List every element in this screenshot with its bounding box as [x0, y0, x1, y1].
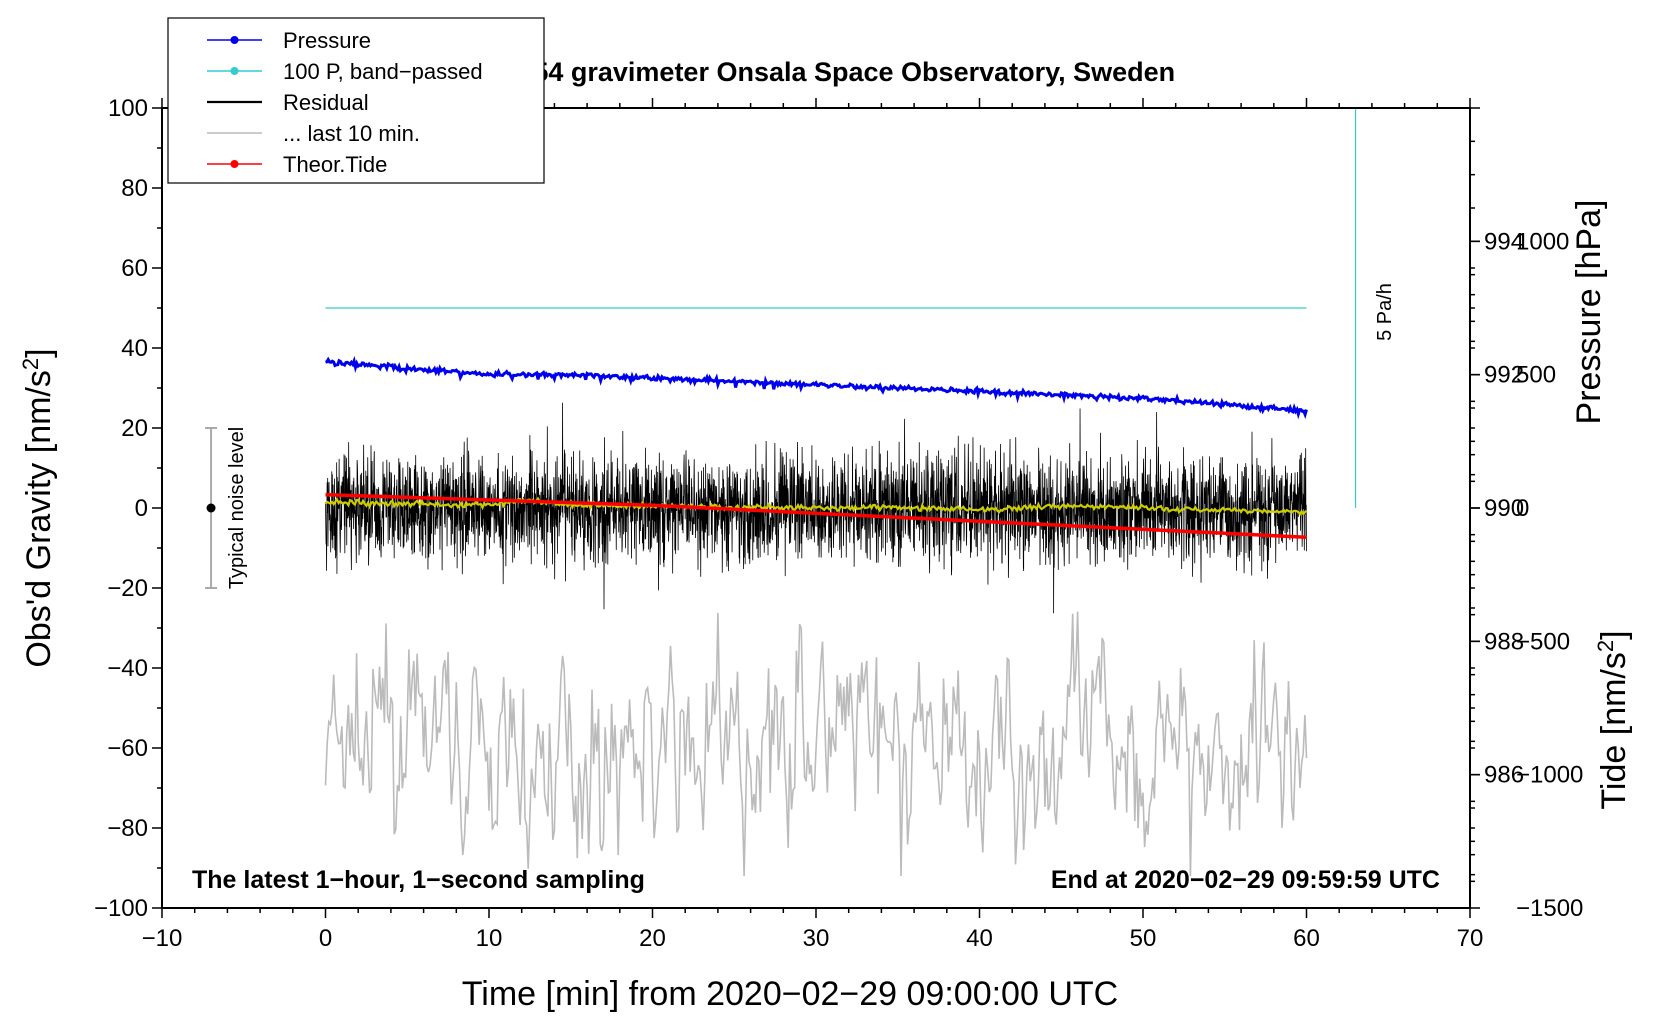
tide-tick-label: 500 [1516, 362, 1556, 389]
y-axis-label-left-sup: 2 [18, 358, 43, 370]
y-tick-label-left: 40 [121, 335, 148, 362]
y-axis-label-pressure: Pressure [hPa] [1570, 200, 1608, 425]
legend-box [167, 17, 545, 184]
x-tick-label: 40 [966, 925, 993, 952]
y-tick-label-left: 80 [121, 175, 148, 202]
series-layer [205, 108, 1357, 877]
note-sampling: The latest 1−hour, 1−second sampling [192, 866, 645, 894]
axes-layer: −10 0 10 20 30 40 50 60 70−100−80−60−40−20020406… [94, 95, 1583, 952]
tide-tick-label: 1000 [1516, 228, 1569, 255]
legend-marker [230, 67, 239, 75]
x-tick-label: 0 [319, 925, 332, 952]
x-tick-label: 50 [1130, 925, 1157, 952]
series-residual [325, 402, 1307, 614]
tide-tick-label: −1000 [1516, 762, 1583, 789]
x-tick-label: 60 [1293, 925, 1320, 952]
tide-tick-label: −500 [1516, 628, 1570, 655]
note-end-time: End at 2020−02−29 09:59:59 UTC [1051, 866, 1440, 894]
pressure-tick-label: 994 [1484, 228, 1524, 255]
x-tick-label: 70 [1457, 925, 1484, 952]
series-pressure [325, 355, 1308, 420]
legend-marker [230, 36, 239, 44]
noise-bar-center-dot [206, 503, 216, 513]
noise-level-label: Typical noise level [226, 427, 248, 589]
y-axis-label-tide-end: ] [1595, 630, 1633, 639]
legend-label: ... last 10 min. [283, 121, 420, 146]
pressure-tick-label: 986 [1484, 762, 1524, 789]
pressure-tick-label: 990 [1484, 495, 1524, 522]
series-theor-tide [325, 492, 1307, 540]
y-axis-label-left: Obs'd Gravity [nm/s2] [18, 348, 59, 667]
x-tick-label: 10 [476, 925, 503, 952]
y-tick-label-left: 100 [108, 95, 148, 122]
legend-label: 100 P, band−passed [283, 59, 483, 84]
pressure-tick-label: 992 [1484, 362, 1524, 389]
legend-label: Residual [283, 90, 369, 115]
x-tick-label: 20 [639, 925, 666, 952]
legend-marker [230, 160, 239, 168]
x-tick-label: 30 [803, 925, 830, 952]
legend-label: Theor.Tide [283, 152, 387, 177]
tide-tick-label: −1500 [1516, 895, 1583, 922]
pressure-tick-label: 988 [1484, 628, 1524, 655]
y-tick-label-left: −80 [107, 815, 148, 842]
y-axis-label-left-end: ] [20, 348, 58, 357]
series-last-10-min [324, 611, 1308, 877]
y-tick-label-left: 20 [121, 415, 148, 442]
series-residual-smoothed [324, 496, 1308, 516]
legend: Pressure 100 P, band−passed Residual ... la… [167, 17, 545, 184]
x-axis-label: Time [min] from 2020−02−29 09:00:00 UTC [462, 975, 1118, 1013]
x-tick-label: −10 [142, 925, 183, 952]
y-tick-label-left: 60 [121, 255, 148, 282]
chart-title: SCG_054 gravimeter Onsala Space Observat… [445, 57, 1175, 87]
y-tick-label-left: −60 [107, 735, 148, 762]
legend-label: Pressure [283, 28, 371, 53]
y-tick-label-left: −20 [107, 575, 148, 602]
tide-tick-label: 0 [1516, 495, 1529, 522]
y-axis-label-tide-sup: 2 [1593, 640, 1618, 652]
rate-label: 5 Pa/h [1374, 283, 1396, 341]
y-axis-label-left-main: Obs'd Gravity [nm/s [20, 370, 58, 667]
y-tick-label-left: −100 [94, 895, 148, 922]
y-axis-label-tide-main: Tide [nm/s [1595, 652, 1633, 809]
legend-entries: Pressure 100 P, band−passed Residual ... la… [207, 28, 483, 177]
y-axis-label-tide: Tide [nm/s2] [1593, 630, 1634, 809]
y-tick-label-left: −40 [107, 655, 148, 682]
y-tick-label-left: 0 [135, 495, 148, 522]
